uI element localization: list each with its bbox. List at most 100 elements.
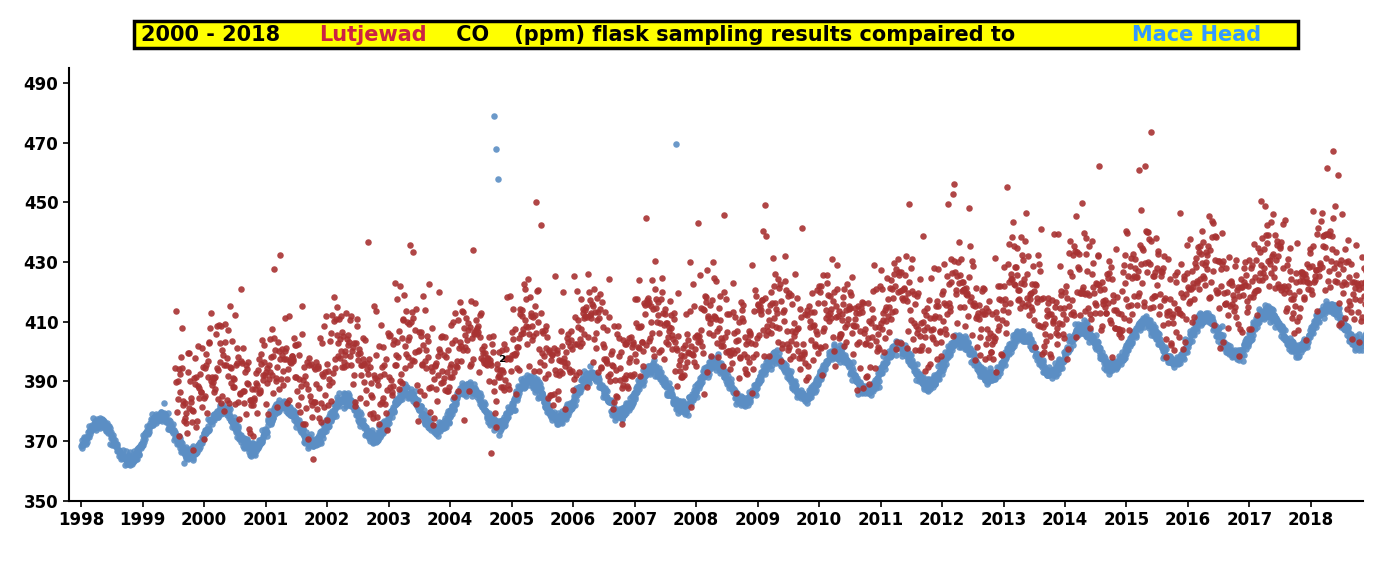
Point [584, 376, 606, 385]
Point [1018, 336, 1040, 345]
Point [1267, 319, 1289, 328]
Point [103, 440, 125, 449]
Point [1176, 348, 1198, 357]
Point [463, 384, 485, 393]
Point [302, 455, 324, 464]
Point [421, 421, 443, 430]
Point [1110, 333, 1132, 342]
Point [233, 441, 255, 450]
Point [1027, 320, 1049, 329]
Point [885, 339, 907, 348]
Point [256, 417, 278, 426]
Point [969, 332, 991, 341]
Point [735, 396, 757, 405]
Point [386, 350, 408, 359]
Point [1221, 299, 1243, 308]
Point [807, 381, 829, 390]
Point [650, 374, 672, 384]
Point [83, 423, 105, 432]
Point [1124, 327, 1146, 336]
Point [858, 389, 880, 398]
Point [1237, 341, 1259, 350]
Point [1253, 263, 1275, 272]
Point [806, 286, 828, 295]
Point [666, 345, 688, 354]
Point [971, 366, 993, 376]
Point [761, 361, 784, 370]
Point [246, 440, 269, 449]
Text: Mace Head: Mace Head [1132, 24, 1261, 44]
Point [618, 334, 640, 343]
Point [269, 399, 291, 408]
Point [124, 452, 146, 461]
Point [668, 360, 690, 369]
Point [1303, 329, 1325, 338]
Point [1011, 331, 1033, 340]
Point [1147, 339, 1169, 348]
Point [392, 290, 414, 299]
Point [299, 436, 321, 445]
Point [1041, 295, 1063, 304]
Point [1354, 263, 1376, 273]
Point [1100, 361, 1122, 370]
Point [288, 350, 310, 359]
Point [384, 397, 406, 406]
Point [397, 390, 419, 399]
Point [1091, 322, 1113, 331]
Point [600, 350, 622, 359]
Point [1332, 316, 1354, 325]
Point [1078, 242, 1100, 251]
Point [256, 432, 278, 441]
Point [341, 343, 364, 352]
Point [372, 343, 394, 352]
Point [764, 269, 786, 278]
Point [284, 415, 306, 424]
Point [388, 384, 410, 393]
Point [487, 370, 509, 380]
Point [1341, 339, 1363, 348]
Point [406, 395, 428, 405]
Point [274, 314, 296, 323]
Point [577, 376, 599, 385]
Point [1080, 330, 1102, 339]
Point [990, 363, 1012, 372]
Point [198, 337, 220, 347]
Point [235, 436, 257, 446]
Point [891, 293, 913, 302]
Point [730, 353, 752, 362]
Point [1008, 332, 1030, 341]
Point [1082, 337, 1104, 346]
Point [470, 389, 492, 398]
Point [1170, 350, 1192, 359]
Point [622, 391, 644, 401]
Point [953, 336, 975, 345]
Point [196, 349, 218, 358]
Point [599, 395, 621, 404]
Point [308, 384, 330, 393]
Point [1106, 356, 1128, 365]
Point [504, 392, 526, 401]
Point [1241, 327, 1263, 336]
Point [874, 305, 896, 314]
Point [420, 421, 442, 430]
Point [140, 416, 162, 425]
Point [299, 391, 321, 401]
Point [246, 444, 269, 453]
Point [558, 403, 580, 412]
Point [724, 386, 746, 395]
Point [1078, 337, 1100, 346]
Point [570, 295, 592, 304]
Point [1197, 314, 1219, 323]
Point [295, 379, 317, 388]
Point [319, 337, 341, 346]
Point [1358, 269, 1377, 278]
Point [1241, 336, 1263, 345]
Point [676, 330, 698, 339]
Point [998, 344, 1020, 353]
Point [99, 423, 121, 432]
Point [116, 456, 138, 465]
Point [1052, 356, 1074, 365]
Point [127, 447, 149, 456]
Point [432, 350, 454, 359]
Point [464, 385, 486, 394]
